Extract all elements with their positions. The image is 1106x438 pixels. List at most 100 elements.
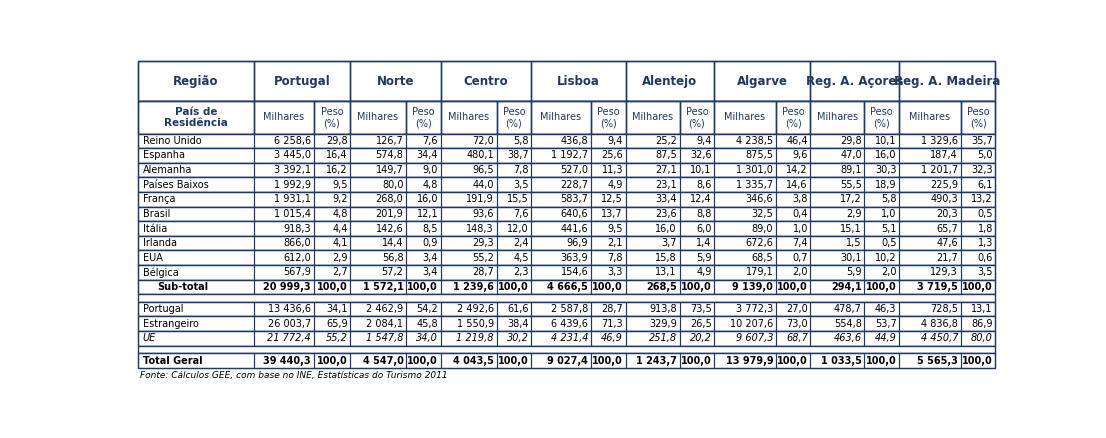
Bar: [626, 302, 679, 316]
Text: 1,0: 1,0: [793, 223, 807, 233]
Bar: [899, 331, 961, 346]
Text: Peso
(%): Peso (%): [597, 107, 619, 128]
Bar: [899, 251, 961, 265]
Text: 583,7: 583,7: [561, 194, 588, 204]
Bar: [497, 353, 531, 368]
Text: 1 243,7: 1 243,7: [636, 356, 677, 366]
Bar: [406, 163, 440, 177]
Bar: [138, 279, 253, 294]
Text: 20,2: 20,2: [690, 333, 711, 343]
Bar: [811, 353, 865, 368]
Bar: [714, 177, 775, 192]
Text: 0,5: 0,5: [881, 238, 897, 248]
Bar: [138, 302, 995, 316]
Bar: [497, 177, 531, 192]
Bar: [811, 134, 865, 148]
Text: 5 565,3: 5 565,3: [917, 356, 958, 366]
Text: 47,6: 47,6: [937, 238, 958, 248]
Bar: [961, 163, 995, 177]
Text: França: França: [143, 194, 175, 204]
Text: 149,7: 149,7: [376, 165, 404, 175]
Text: 4 666,5: 4 666,5: [547, 282, 588, 292]
Bar: [497, 207, 531, 221]
Bar: [313, 177, 351, 192]
Text: 12,4: 12,4: [690, 194, 711, 204]
Text: 10 207,6: 10 207,6: [730, 319, 773, 329]
Bar: [351, 207, 406, 221]
Bar: [679, 192, 714, 207]
Text: 5,9: 5,9: [846, 267, 862, 277]
Text: 3,3: 3,3: [607, 267, 623, 277]
Text: 35,7: 35,7: [971, 136, 993, 146]
Bar: [406, 207, 440, 221]
Text: 918,3: 918,3: [283, 223, 311, 233]
Bar: [253, 331, 313, 346]
Text: 7,6: 7,6: [422, 136, 438, 146]
Bar: [138, 294, 995, 302]
Text: 441,6: 441,6: [561, 223, 588, 233]
Text: 15,8: 15,8: [656, 253, 677, 263]
Bar: [138, 192, 995, 207]
Text: 2,7: 2,7: [332, 267, 347, 277]
Text: 0,5: 0,5: [978, 209, 993, 219]
Text: 728,5: 728,5: [930, 304, 958, 314]
Bar: [591, 236, 626, 251]
Text: 6,0: 6,0: [697, 223, 711, 233]
Text: 1,0: 1,0: [881, 209, 897, 219]
Text: 179,1: 179,1: [745, 267, 773, 277]
Text: 363,9: 363,9: [561, 253, 588, 263]
Text: 26,5: 26,5: [690, 319, 711, 329]
Bar: [351, 279, 406, 294]
Bar: [406, 251, 440, 265]
Bar: [626, 331, 679, 346]
Text: Peso
(%): Peso (%): [686, 107, 708, 128]
Bar: [714, 265, 775, 279]
Bar: [138, 221, 253, 236]
Bar: [138, 61, 253, 101]
Bar: [440, 316, 497, 331]
Bar: [138, 192, 995, 207]
Text: 46,9: 46,9: [602, 333, 623, 343]
Text: 567,9: 567,9: [283, 267, 311, 277]
Text: Reino Unido: Reino Unido: [143, 136, 201, 146]
Text: 28,7: 28,7: [472, 267, 494, 277]
Text: 490,3: 490,3: [930, 194, 958, 204]
Text: 38,4: 38,4: [508, 319, 529, 329]
Bar: [679, 148, 714, 163]
Text: 13 979,9: 13 979,9: [726, 356, 773, 366]
Bar: [497, 251, 531, 265]
Bar: [531, 302, 591, 316]
Bar: [811, 316, 865, 331]
Bar: [440, 177, 497, 192]
Bar: [679, 331, 714, 346]
Text: 866,0: 866,0: [283, 238, 311, 248]
Text: 73,5: 73,5: [690, 304, 711, 314]
Bar: [138, 236, 995, 251]
Text: 1 335,7: 1 335,7: [737, 180, 773, 190]
Text: Região: Região: [174, 75, 219, 88]
Bar: [714, 331, 775, 346]
Text: 34,1: 34,1: [326, 304, 347, 314]
Bar: [253, 101, 313, 134]
Bar: [961, 279, 995, 294]
Bar: [138, 236, 253, 251]
Text: 10,1: 10,1: [690, 165, 711, 175]
Text: 527,0: 527,0: [561, 165, 588, 175]
Bar: [865, 192, 899, 207]
Text: 251,8: 251,8: [649, 333, 677, 343]
Bar: [531, 331, 591, 346]
Text: 2 587,8: 2 587,8: [551, 304, 588, 314]
Text: 3 772,3: 3 772,3: [735, 304, 773, 314]
Bar: [497, 236, 531, 251]
Bar: [138, 236, 995, 251]
Bar: [138, 302, 253, 316]
Bar: [351, 101, 406, 134]
Text: 39 440,3: 39 440,3: [263, 356, 311, 366]
Text: Milhares: Milhares: [909, 113, 950, 123]
Bar: [138, 61, 995, 101]
Bar: [626, 148, 679, 163]
Text: 100,0: 100,0: [498, 282, 529, 292]
Text: 126,7: 126,7: [376, 136, 404, 146]
Bar: [138, 265, 995, 279]
Bar: [531, 236, 591, 251]
